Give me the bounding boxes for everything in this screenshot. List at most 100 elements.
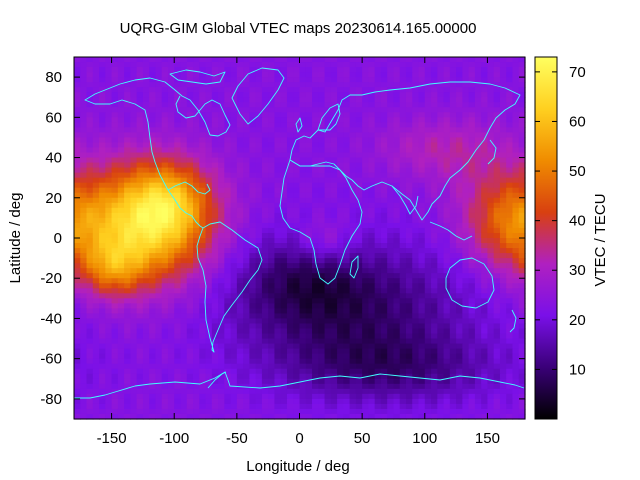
heatmap-cell xyxy=(305,323,313,330)
heatmap-cell xyxy=(86,137,94,144)
heatmap-cell xyxy=(293,248,301,254)
heatmap-cell xyxy=(155,107,163,113)
heatmap-cell xyxy=(149,102,157,108)
heatmap-cell xyxy=(393,77,401,83)
heatmap-cell xyxy=(518,127,526,134)
heatmap-cell xyxy=(343,283,351,289)
heatmap-cell xyxy=(431,202,438,209)
heatmap-cell xyxy=(380,202,388,209)
heatmap-cell xyxy=(443,313,451,320)
heatmap-cell xyxy=(299,157,307,164)
heatmap-cell xyxy=(506,142,514,149)
heatmap-cell xyxy=(387,328,395,335)
heatmap-cell xyxy=(249,217,257,224)
heatmap-cell xyxy=(493,227,501,234)
heatmap-cell xyxy=(92,333,100,340)
heatmap-cell xyxy=(136,358,144,365)
heatmap-cell xyxy=(405,147,413,154)
heatmap-cell xyxy=(180,363,188,370)
heatmap-cell xyxy=(255,268,263,274)
heatmap-cell xyxy=(393,97,401,103)
heatmap-cell xyxy=(193,263,200,269)
heatmap-cell xyxy=(111,207,119,214)
heatmap-cell xyxy=(349,222,357,229)
heatmap-cell xyxy=(211,67,219,73)
heatmap-cell xyxy=(211,107,219,113)
heatmap-cell xyxy=(261,318,269,325)
heatmap-cell xyxy=(218,177,225,184)
heatmap-cell xyxy=(230,62,238,68)
heatmap-cell xyxy=(86,243,94,249)
heatmap-cell xyxy=(443,77,451,83)
heatmap-cell xyxy=(349,248,357,254)
heatmap-cell xyxy=(243,358,250,365)
heatmap-cell xyxy=(124,283,131,289)
heatmap-cell xyxy=(255,363,263,370)
heatmap-cell xyxy=(274,363,282,370)
heatmap-cell xyxy=(193,403,200,410)
heatmap-cell xyxy=(312,328,319,335)
heatmap-cell xyxy=(368,343,376,350)
heatmap-cell xyxy=(167,358,175,365)
heatmap-cell xyxy=(374,92,382,98)
heatmap-cell xyxy=(330,222,338,229)
heatmap-cell xyxy=(412,348,420,355)
heatmap-cell xyxy=(86,248,94,254)
heatmap-cell xyxy=(305,142,313,149)
heatmap-cell xyxy=(512,313,520,320)
heatmap-cell xyxy=(506,258,514,264)
heatmap-cell xyxy=(337,278,344,284)
heatmap-cell xyxy=(99,127,106,134)
heatmap-cell xyxy=(324,117,332,123)
heatmap-cell xyxy=(499,227,507,234)
heatmap-cell xyxy=(117,202,125,209)
heatmap-cell xyxy=(92,253,100,259)
heatmap-cell xyxy=(105,363,113,370)
heatmap-cell xyxy=(368,62,376,68)
heatmap-cell xyxy=(299,383,307,390)
heatmap-cell xyxy=(105,207,113,214)
heatmap-cell xyxy=(199,212,207,219)
heatmap-cell xyxy=(199,248,207,254)
heatmap-cell xyxy=(117,107,125,113)
heatmap-cell xyxy=(343,323,351,330)
heatmap-cell xyxy=(199,353,207,360)
heatmap-cell xyxy=(205,202,213,209)
heatmap-cell xyxy=(268,97,276,103)
heatmap-cell xyxy=(487,132,495,139)
heatmap-cell xyxy=(286,72,294,78)
heatmap-cell xyxy=(293,137,301,144)
heatmap-cell xyxy=(236,253,244,259)
heatmap-cell xyxy=(86,338,94,345)
heatmap-cell xyxy=(136,288,144,294)
heatmap-cell xyxy=(186,112,194,118)
heatmap-cell xyxy=(80,288,88,294)
heatmap-cell xyxy=(324,212,332,219)
heatmap-cell xyxy=(380,167,388,174)
heatmap-cell xyxy=(512,243,520,249)
heatmap-cell xyxy=(255,122,263,128)
heatmap-cell xyxy=(236,318,244,325)
heatmap-cell xyxy=(286,122,294,128)
heatmap-cell xyxy=(431,323,438,330)
heatmap-cell xyxy=(130,293,138,299)
heatmap-cell xyxy=(155,72,163,78)
heatmap-cell xyxy=(211,122,219,128)
heatmap-cell xyxy=(343,363,351,370)
heatmap-cell xyxy=(387,238,395,244)
heatmap-cell xyxy=(362,388,369,395)
heatmap-cell xyxy=(136,313,144,320)
heatmap-cell xyxy=(374,212,382,219)
heatmap-cell xyxy=(499,323,507,330)
heatmap-cell xyxy=(418,323,426,330)
heatmap-cell xyxy=(249,373,257,380)
heatmap-cell xyxy=(362,107,369,113)
heatmap-cell xyxy=(80,187,88,194)
heatmap-cell xyxy=(518,393,526,400)
heatmap-cell xyxy=(405,122,413,128)
heatmap-cell xyxy=(518,87,526,93)
heatmap-cell xyxy=(243,107,250,113)
heatmap-cell xyxy=(80,373,88,380)
heatmap-cell xyxy=(437,378,445,385)
heatmap-cell xyxy=(243,162,250,169)
